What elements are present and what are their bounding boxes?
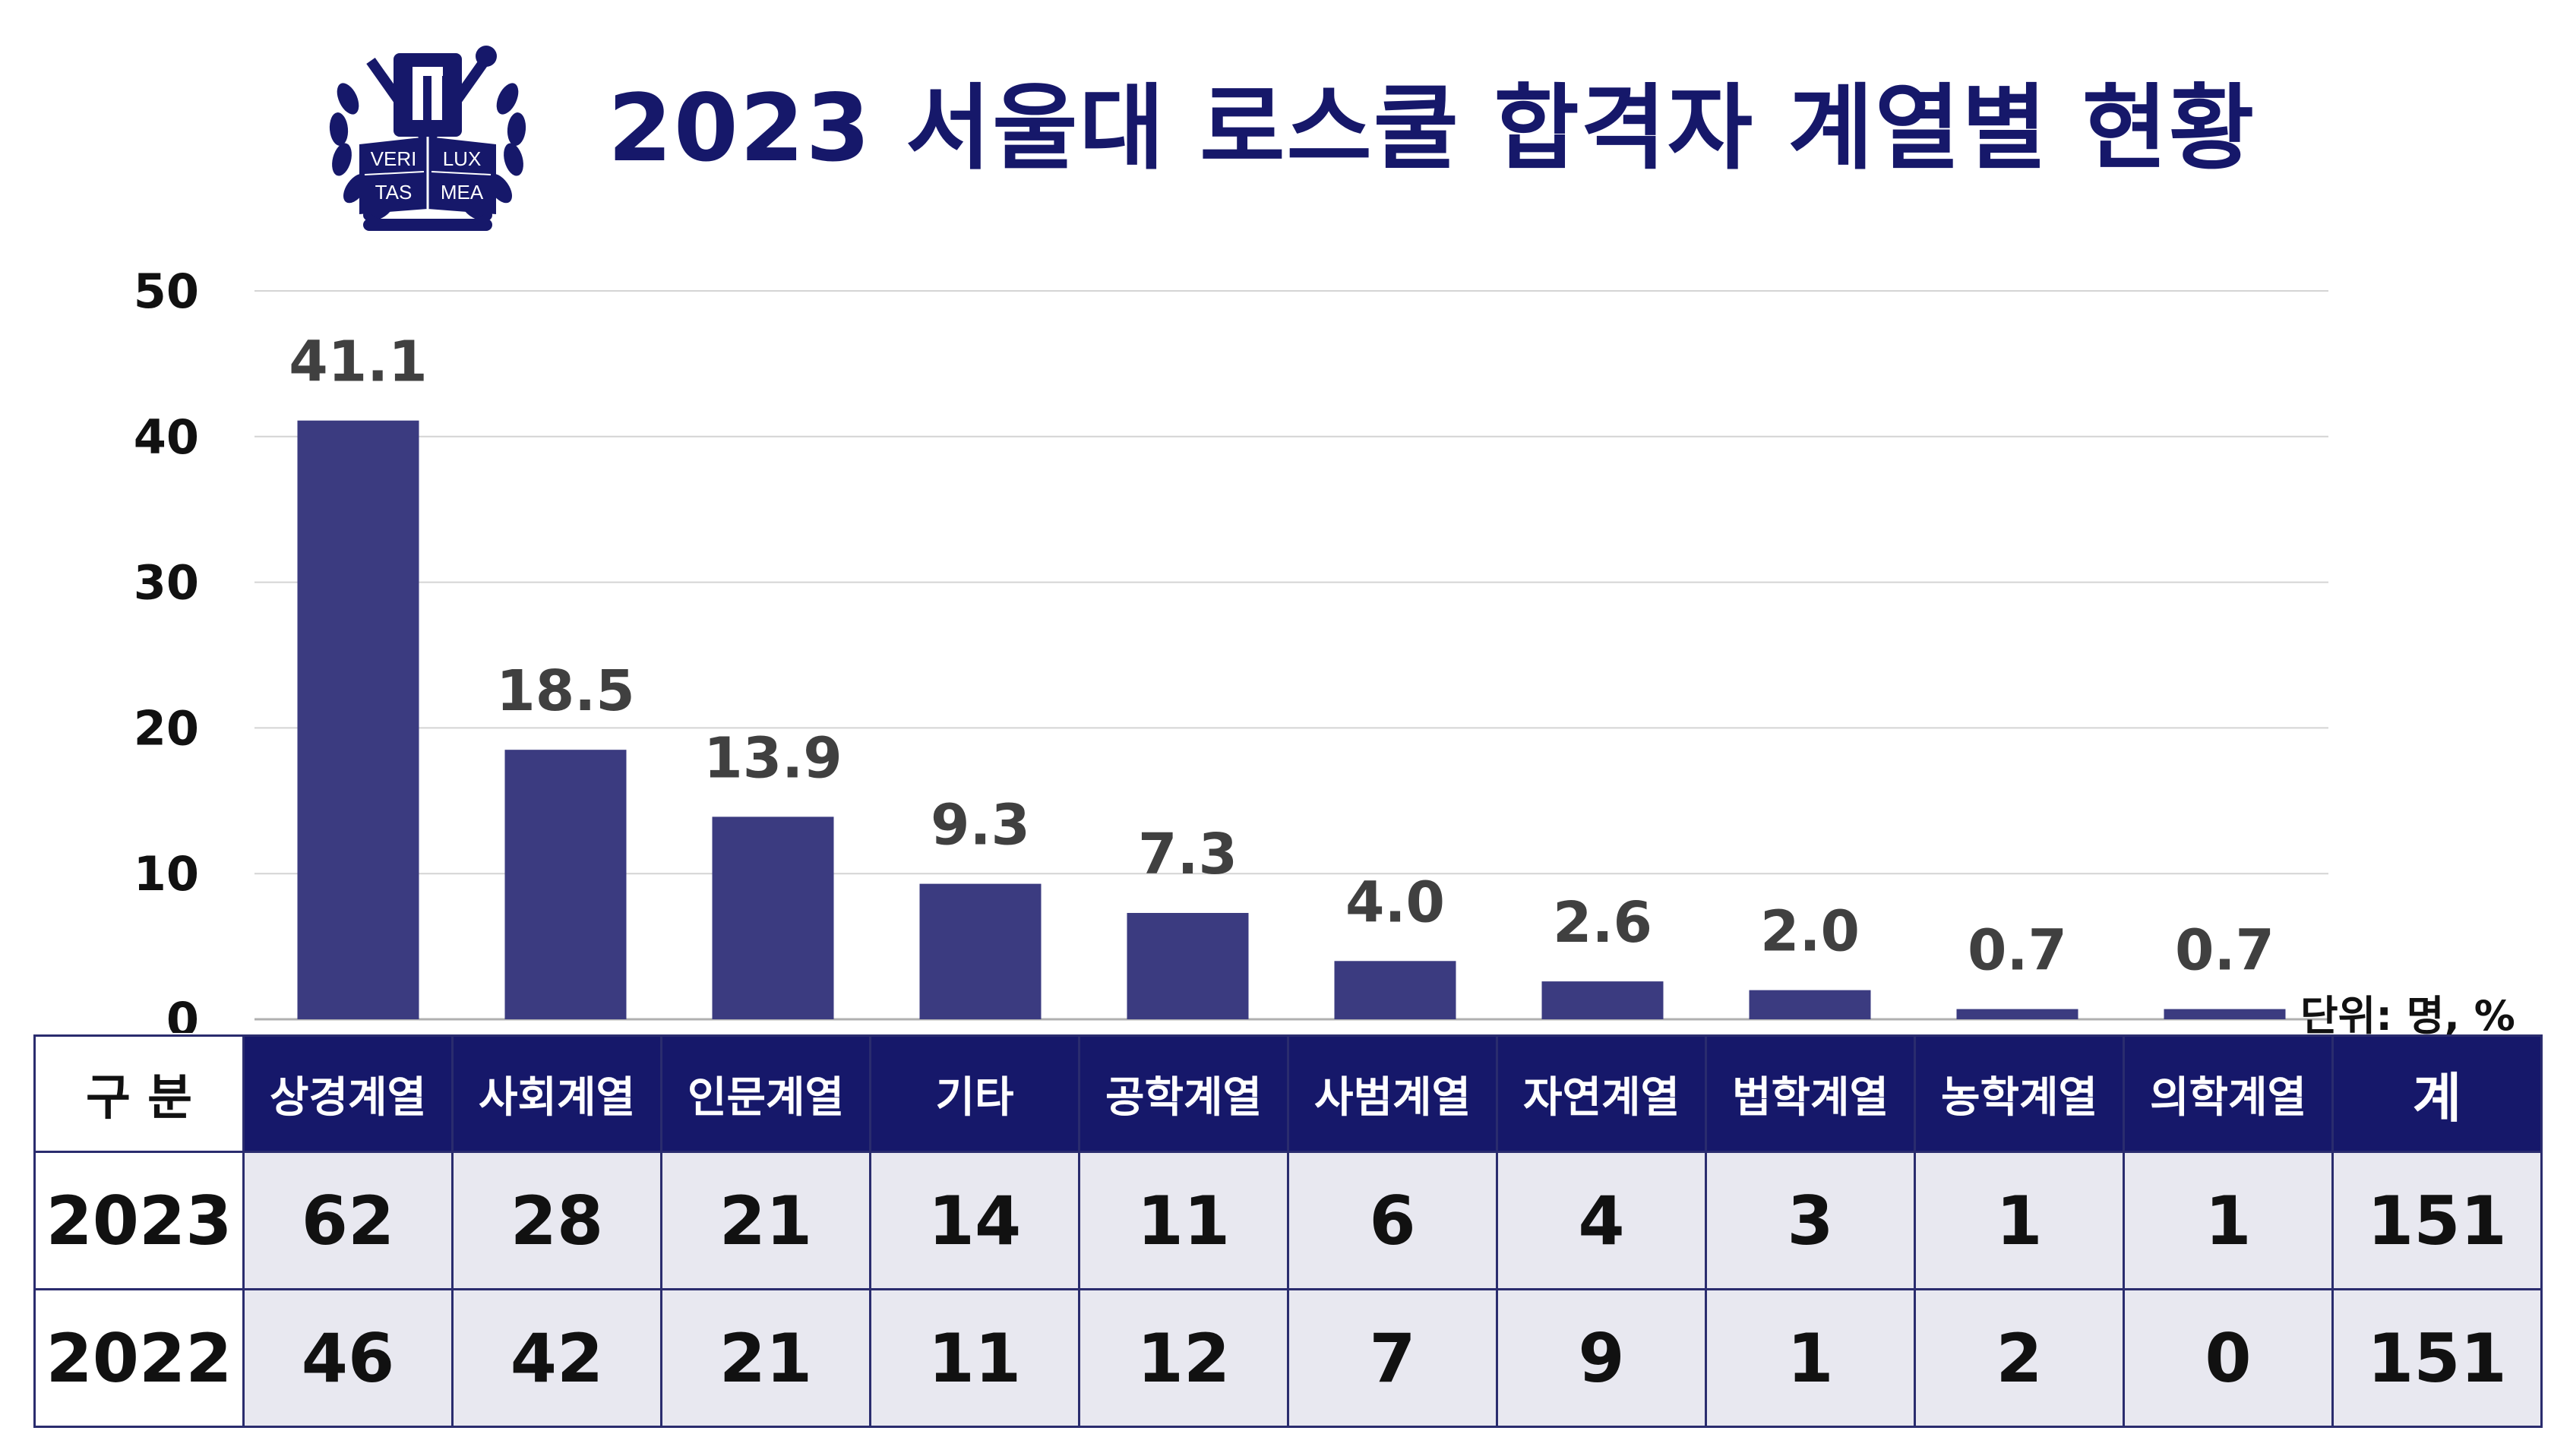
book-icon: VERI LUX TAS MEA bbox=[359, 137, 496, 214]
table-header-cell: 인문계열 bbox=[660, 1034, 871, 1153]
table-cell: 0 bbox=[2123, 1288, 2334, 1428]
table-header-total: 계 bbox=[2331, 1034, 2543, 1153]
bar-value-label: 18.5 bbox=[496, 659, 635, 724]
bar-value-label: 13.9 bbox=[703, 725, 842, 791]
y-tick-label: 20 bbox=[134, 700, 199, 756]
snu-emblem-logo: VERI LUX TAS MEA bbox=[329, 46, 526, 231]
table-header-cell: 법학계열 bbox=[1705, 1034, 1916, 1153]
table-cell: 62 bbox=[242, 1151, 454, 1290]
table-cell: 11 bbox=[1078, 1151, 1289, 1290]
table-cell: 21 bbox=[660, 1288, 871, 1428]
unit-label: 단위: 명, % bbox=[2300, 992, 2515, 1040]
chart-bars bbox=[297, 420, 2286, 1019]
table-cell-total: 151 bbox=[2331, 1288, 2543, 1428]
chart-data-labels: 41.1 18.5 13.9 9.3 7.3 4.0 2.6 2.0 0.7 0.7 bbox=[289, 330, 2274, 984]
logo-word-veri: VERI bbox=[371, 147, 417, 170]
bar-value-label: 2.0 bbox=[1760, 899, 1860, 965]
table-cell: 1 bbox=[1914, 1151, 2125, 1290]
logo-word-tas: TAS bbox=[375, 181, 413, 204]
table-header-cell: 공학계열 bbox=[1078, 1034, 1289, 1153]
table-cell: 46 bbox=[242, 1288, 454, 1428]
table-header-row: 구 분 상경계열 사회계열 인문계열 기타 공학계열 사범계열 자연계열 법학계… bbox=[33, 1034, 2543, 1153]
bar-value-label: 0.7 bbox=[2175, 918, 2274, 984]
table-cell: 4 bbox=[1496, 1151, 1707, 1290]
table-header-cell: 사범계열 bbox=[1287, 1034, 1498, 1153]
y-axis-ticks: 0 10 20 30 40 50 bbox=[134, 264, 199, 1033]
table-header-cell: 농학계열 bbox=[1914, 1034, 2125, 1153]
y-tick-label: 40 bbox=[134, 409, 199, 465]
table-header-cell: 상경계열 bbox=[242, 1034, 454, 1153]
bar bbox=[504, 750, 627, 1019]
logo-word-lux: LUX bbox=[443, 147, 482, 170]
table-corner-label: 구 분 bbox=[33, 1034, 245, 1153]
table-cell: 11 bbox=[869, 1288, 1080, 1428]
table-cell: 28 bbox=[451, 1151, 662, 1290]
bar bbox=[1956, 1009, 2078, 1019]
bar-value-label: 41.1 bbox=[289, 330, 428, 395]
table-cell: 9 bbox=[1496, 1288, 1707, 1428]
bar bbox=[1749, 990, 1871, 1019]
table-cell: 6 bbox=[1287, 1151, 1498, 1290]
table-row: 2023 62 28 21 14 11 6 4 3 1 1 151 bbox=[33, 1151, 2543, 1290]
table-cell: 1 bbox=[2123, 1151, 2334, 1290]
bar bbox=[2164, 1009, 2286, 1019]
table-header-cell: 의학계열 bbox=[2123, 1034, 2334, 1153]
table-cell: 14 bbox=[869, 1151, 1080, 1290]
bar-value-label: 0.7 bbox=[1968, 918, 2067, 984]
table-cell: 21 bbox=[660, 1151, 871, 1290]
y-tick-label: 0 bbox=[166, 992, 199, 1033]
table-cell-total: 151 bbox=[2331, 1151, 2543, 1290]
table-header-cell: 사회계열 bbox=[451, 1034, 662, 1153]
bar-value-label: 2.6 bbox=[1553, 890, 1652, 955]
y-tick-label: 10 bbox=[134, 846, 199, 902]
table-cell: 1 bbox=[1705, 1288, 1916, 1428]
y-tick-label: 50 bbox=[134, 264, 199, 319]
table-cell: 3 bbox=[1705, 1151, 1916, 1290]
bar bbox=[1334, 961, 1456, 1019]
bar bbox=[297, 420, 419, 1019]
table-cell: 2 bbox=[1914, 1288, 2125, 1428]
bar bbox=[919, 883, 1042, 1019]
table-cell: 42 bbox=[451, 1288, 662, 1428]
bar-value-label: 9.3 bbox=[931, 793, 1030, 858]
bar-value-label: 4.0 bbox=[1345, 870, 1445, 935]
table-header-cell: 기타 bbox=[869, 1034, 1080, 1153]
page-title: 2023 서울대 로스쿨 합격자 계열별 현황 bbox=[608, 74, 2256, 182]
bar-value-label: 7.3 bbox=[1138, 822, 1238, 887]
data-table: 구 분 상경계열 사회계열 인문계열 기타 공학계열 사범계열 자연계열 법학계… bbox=[33, 1034, 2543, 1428]
table-header-cell: 자연계열 bbox=[1496, 1034, 1707, 1153]
bar bbox=[1127, 912, 1249, 1019]
logo-word-mea: MEA bbox=[441, 181, 484, 204]
y-tick-label: 30 bbox=[134, 555, 199, 611]
bar bbox=[712, 816, 834, 1019]
bar bbox=[1541, 981, 1664, 1019]
table-row-year: 2023 bbox=[33, 1151, 245, 1290]
table-row-year: 2022 bbox=[33, 1288, 245, 1428]
table-row: 2022 46 42 21 11 12 7 9 1 2 0 151 bbox=[33, 1288, 2543, 1428]
table-cell: 7 bbox=[1287, 1288, 1498, 1428]
shield-key-icon bbox=[394, 53, 462, 137]
table-cell: 12 bbox=[1078, 1288, 1289, 1428]
bar-chart: 0 10 20 30 40 50 41.1 18.5 13.9 9.3 7.3 4.0 2.6 2.0 0… bbox=[134, 264, 2328, 1033]
